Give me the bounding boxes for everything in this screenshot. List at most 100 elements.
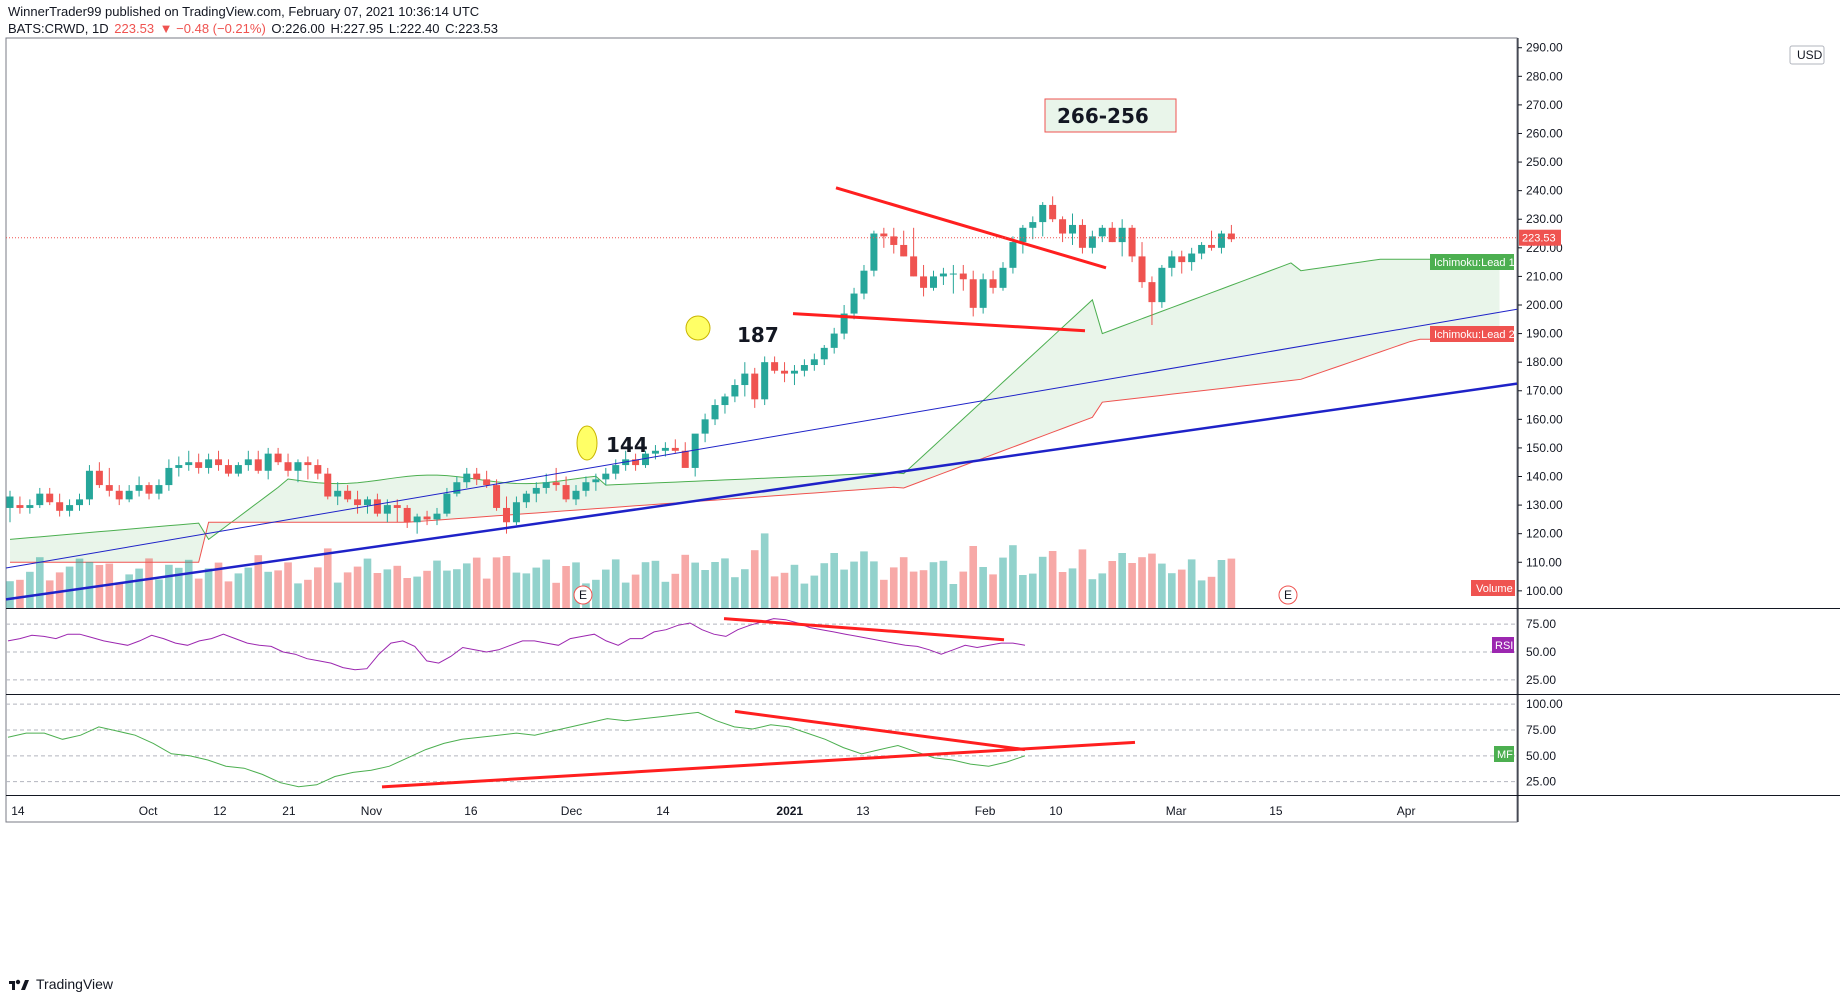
osc-tick-label: 75.00	[1526, 617, 1556, 631]
volume-bar	[1177, 569, 1186, 608]
earnings-marker	[573, 585, 593, 605]
candle-body	[1059, 219, 1067, 234]
symbol-name[interactable]: BATS:CRWD, 1D	[8, 21, 109, 36]
volume-bar	[1019, 575, 1027, 608]
candle-body	[681, 450, 689, 468]
x-tick-label: 10	[1049, 804, 1063, 818]
price-tick-label: 120.00	[1526, 527, 1563, 541]
volume-bar	[1078, 549, 1087, 608]
candle-body	[592, 479, 600, 483]
volume-bar	[393, 565, 402, 608]
candle-body	[175, 465, 183, 468]
lead1-tag	[1430, 254, 1514, 270]
lead2-tag-text: Ichimoku:Lead 2	[1434, 329, 1515, 341]
candle-body	[771, 362, 779, 371]
volume-bar	[671, 573, 680, 608]
volume-bar	[1048, 551, 1057, 608]
candle-body	[254, 459, 262, 471]
volume-bar	[492, 557, 501, 608]
candle-body	[264, 453, 272, 471]
candle-body	[820, 347, 828, 360]
candle-body	[562, 485, 570, 500]
candle-body	[651, 450, 659, 454]
volume-bar	[75, 558, 84, 608]
mf-tag	[1494, 746, 1514, 762]
candle-body	[334, 490, 342, 497]
candle-body	[969, 279, 977, 308]
ohlc-close: C:223.53	[445, 21, 498, 36]
target-box	[1044, 98, 1177, 133]
price-tick-label: 170.00	[1526, 384, 1563, 398]
osc-tick-label: 25.00	[1526, 775, 1556, 789]
candle-body	[572, 490, 580, 500]
volume-bar	[423, 570, 431, 608]
candle-body	[234, 465, 242, 474]
volume-bar	[413, 576, 421, 608]
volume-bar	[214, 562, 223, 608]
candle-body	[602, 473, 610, 480]
volume-bar	[880, 579, 888, 608]
volume-bar	[314, 567, 322, 608]
price-tick-label: 270.00	[1526, 98, 1563, 112]
volume-bar	[681, 554, 690, 608]
x-tick-label: Dec	[561, 804, 582, 818]
volume-bar	[929, 562, 938, 608]
price-tick-label: 130.00	[1526, 498, 1563, 512]
candle-body	[503, 507, 510, 523]
candle-body	[274, 453, 282, 463]
candle-body	[314, 465, 322, 474]
rsi-line	[7, 618, 1026, 671]
lead1-tag-text: Ichimoku:Lead 1	[1434, 257, 1515, 269]
volume-bar	[721, 558, 729, 608]
tradingview-logo-icon	[9, 979, 29, 990]
candle-body	[989, 279, 997, 288]
volume-bar	[1108, 561, 1117, 608]
osc-tick-label: 50.00	[1526, 645, 1556, 659]
candle-body	[403, 507, 411, 523]
volume-bar	[850, 561, 858, 608]
volume-bar	[284, 562, 292, 608]
volume-bar	[711, 562, 719, 608]
candle-body	[354, 499, 362, 506]
candle-body	[1029, 222, 1037, 228]
price-tick-label: 180.00	[1526, 355, 1563, 369]
rsi-tag-text: RSI	[1495, 640, 1513, 652]
candle-body	[910, 256, 918, 277]
volume-bar	[641, 562, 650, 608]
support-line	[792, 312, 1086, 333]
tradingview-logo[interactable]: TradingView	[8, 976, 113, 992]
price-change: ▼ −0.48 (−0.21%)	[159, 21, 266, 36]
x-tick-label: Nov	[361, 804, 382, 818]
volume-bar	[383, 569, 392, 608]
volume-bar	[820, 563, 829, 608]
candle-body	[1178, 256, 1186, 263]
price-tick-label: 190.00	[1526, 327, 1563, 341]
volume-bar	[949, 584, 958, 608]
x-tick-label: 12	[213, 804, 227, 818]
volume-bar	[621, 582, 630, 608]
candle-body	[800, 365, 808, 371]
price-tick-label: 250.00	[1526, 155, 1563, 169]
price-tick-label: 260.00	[1526, 126, 1563, 140]
volume-bar	[1187, 559, 1196, 608]
volume-bar	[135, 568, 143, 608]
volume-bar	[294, 583, 302, 608]
candle-body	[522, 493, 530, 503]
target-box-label: 266-256	[1057, 104, 1149, 128]
candle-body	[850, 293, 858, 314]
x-tick-label: 15	[1269, 804, 1283, 818]
candle-body	[215, 459, 223, 466]
candle-body	[205, 459, 213, 468]
price-tick-label: 140.00	[1526, 470, 1563, 484]
ichimoku-lead1-line	[9, 258, 1500, 541]
volume-bar	[741, 569, 749, 608]
osc-tick-label: 25.00	[1526, 673, 1556, 687]
candle-body	[1128, 227, 1136, 257]
mf-divergence-upper	[734, 709, 1026, 752]
volume-bar	[353, 566, 362, 608]
volume-bar	[909, 571, 918, 608]
volume-bar	[502, 556, 511, 608]
x-tick-label: Mar	[1166, 804, 1187, 818]
candle-body	[870, 233, 878, 271]
